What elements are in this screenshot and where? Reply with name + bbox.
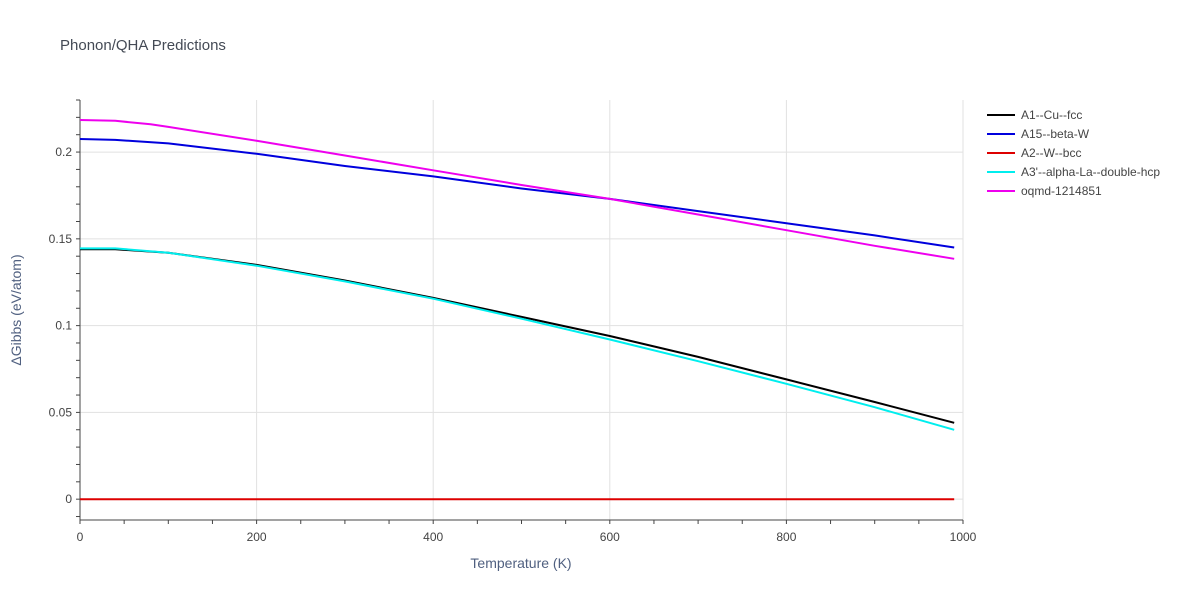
x-tick-label: 1000 [950,530,977,544]
legend-label: oqmd-1214851 [1021,184,1102,198]
chart-title: Phonon/QHA Predictions [60,37,226,54]
legend-item[interactable]: A3'--alpha-La--double-hcp [987,165,1160,179]
legend[interactable]: A1--Cu--fcc A15--beta-W A2--W--bcc A3'--alp… [987,108,1160,198]
legend-label: A2--W--bcc [1021,146,1081,160]
legend-label: A1--Cu--fcc [1021,108,1082,122]
series-line-3 [80,247,955,431]
legend-item[interactable]: A15--beta-W [987,127,1090,141]
x-tick-label: 600 [600,530,620,544]
y-tick-label: 0.15 [49,232,73,246]
legend-label: A3'--alpha-La--double-hcp [1021,165,1160,179]
y-tick-label: 0.05 [49,405,73,419]
y-tick-label: 0.2 [55,145,72,159]
legend-item[interactable]: A2--W--bcc [987,146,1081,160]
x-tick-label: 400 [423,530,443,544]
axes: 0 200 400 600 800 1000 0 0.05 0.1 0.15 0.2 [49,99,977,544]
x-tick-label: 800 [776,530,796,544]
y-tick-label: 0 [65,492,72,506]
series-layer [79,119,955,501]
x-axis-title: Temperature (K) [470,555,571,571]
x-tick-label: 0 [77,530,84,544]
legend-label: A15--beta-W [1021,127,1090,141]
y-axis-title: ΔGibbs (eV/atom) [8,254,24,365]
x-tick-label: 200 [247,530,267,544]
legend-item[interactable]: oqmd-1214851 [987,184,1102,198]
series-line-1 [79,138,955,249]
legend-item[interactable]: A1--Cu--fcc [987,108,1082,122]
series-line-4 [79,119,955,260]
y-tick-label: 0.1 [55,319,72,333]
